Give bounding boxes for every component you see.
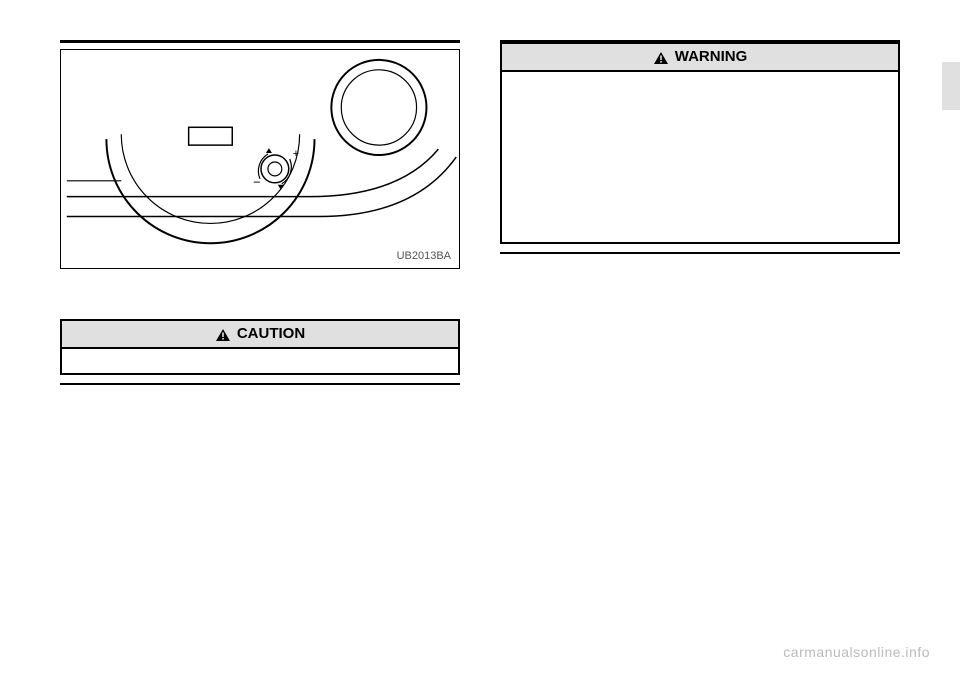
figure-code: UB2013BA — [397, 250, 451, 262]
left-gauge-arc — [106, 139, 314, 243]
top-rule-left — [60, 40, 460, 43]
watermark: carmanualsonline.info — [783, 644, 930, 660]
warning-triangle-icon — [215, 326, 231, 343]
dashboard-illustration: + − UB2013BA — [60, 49, 460, 269]
left-gauge-inner-arc — [121, 134, 299, 223]
warning-triangle-icon — [653, 49, 669, 66]
below-rule-right — [500, 252, 900, 254]
knob-arrow-left-head — [266, 148, 272, 153]
two-column-layout: + − UB2013BA — [60, 40, 900, 600]
right-column: WARNING — [500, 40, 900, 600]
section-tab — [942, 62, 960, 110]
right-gauge-inner-circle — [341, 70, 416, 145]
odometer-display — [189, 127, 233, 145]
brightness-knob — [261, 155, 289, 183]
knob-minus-label: − — [253, 175, 261, 190]
caution-heading: CAUTION — [62, 321, 458, 349]
warning-body — [502, 72, 898, 242]
right-gauge-circle — [331, 60, 426, 155]
manual-page: + − UB2013BA — [0, 0, 960, 678]
warning-heading-text: WARNING — [675, 48, 748, 65]
warning-heading: WARNING — [502, 44, 898, 72]
caution-heading-text: CAUTION — [237, 325, 305, 342]
warning-box: WARNING — [500, 42, 900, 244]
caution-box: CAUTION — [60, 319, 460, 375]
caution-body — [62, 349, 458, 373]
dashboard-svg: + − — [61, 50, 459, 268]
below-rule-left — [60, 383, 460, 385]
brightness-knob-inner — [268, 162, 282, 176]
left-column: + − UB2013BA — [60, 40, 460, 600]
knob-plus-label: + — [293, 148, 299, 160]
